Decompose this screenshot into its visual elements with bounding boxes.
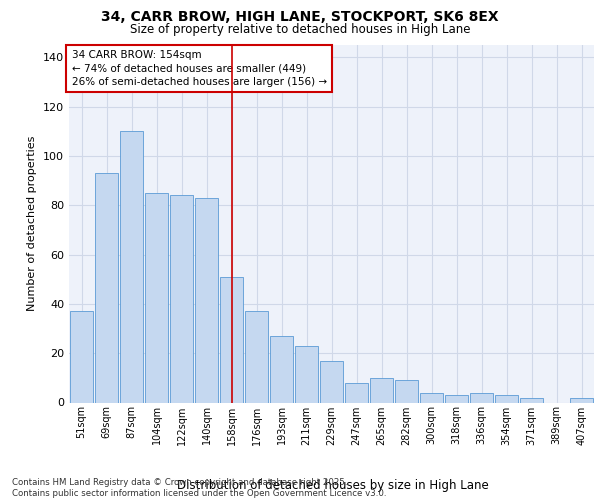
Bar [470, 392, 493, 402]
Bar [220, 277, 244, 402]
Bar [569, 398, 593, 402]
Text: Size of property relative to detached houses in High Lane: Size of property relative to detached ho… [130, 22, 470, 36]
Bar [419, 392, 443, 402]
Y-axis label: Number of detached properties: Number of detached properties [28, 136, 37, 312]
Bar [194, 198, 218, 402]
Bar [119, 132, 143, 402]
Text: 34, CARR BROW, HIGH LANE, STOCKPORT, SK6 8EX: 34, CARR BROW, HIGH LANE, STOCKPORT, SK6… [101, 10, 499, 24]
Bar [445, 395, 469, 402]
Bar [170, 196, 193, 402]
Bar [494, 395, 518, 402]
Bar [520, 398, 544, 402]
Bar [95, 173, 118, 402]
Text: Distribution of detached houses by size in High Lane: Distribution of detached houses by size … [177, 480, 489, 492]
Bar [245, 312, 268, 402]
Bar [269, 336, 293, 402]
Bar [344, 383, 368, 402]
Bar [320, 360, 343, 403]
Bar [395, 380, 418, 402]
Bar [295, 346, 319, 403]
Bar [145, 193, 169, 402]
Bar [370, 378, 394, 402]
Text: 34 CARR BROW: 154sqm
← 74% of detached houses are smaller (449)
26% of semi-deta: 34 CARR BROW: 154sqm ← 74% of detached h… [71, 50, 327, 87]
Text: Contains HM Land Registry data © Crown copyright and database right 2025.
Contai: Contains HM Land Registry data © Crown c… [12, 478, 386, 498]
Bar [70, 312, 94, 402]
